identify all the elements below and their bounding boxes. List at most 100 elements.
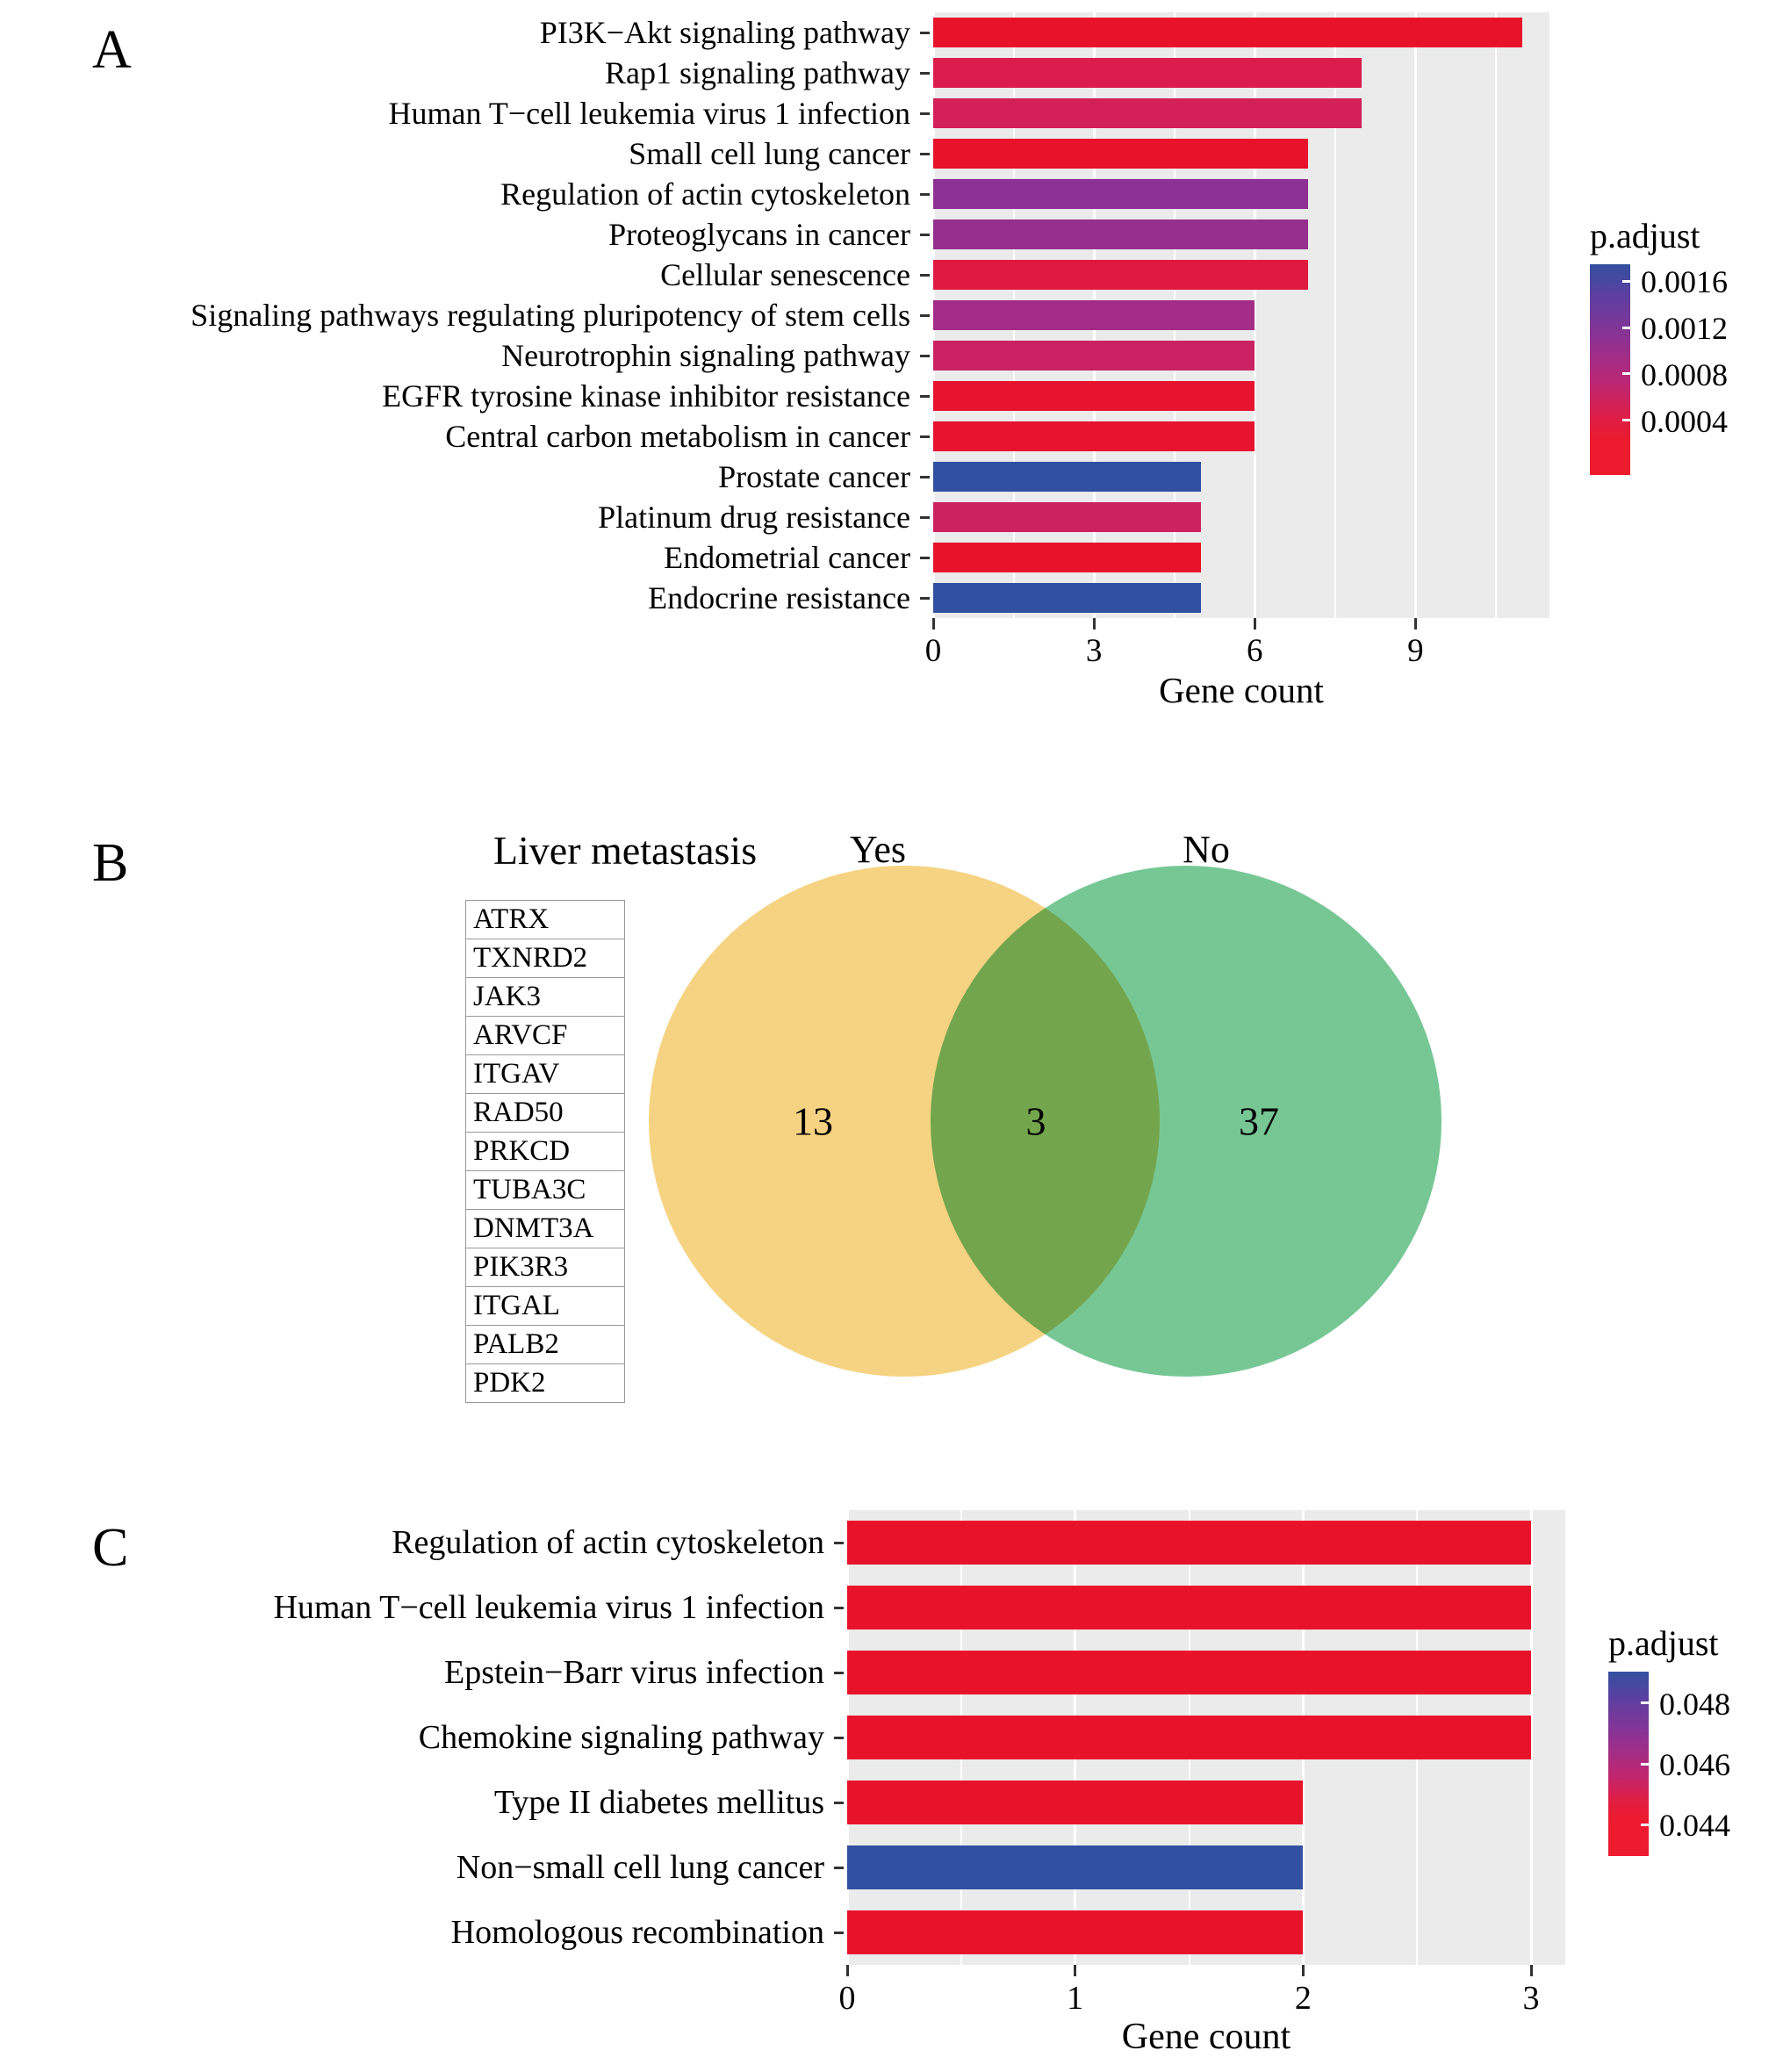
category-label: EGFR tyrosine kinase inhibitor resistanc… (382, 378, 910, 414)
category-label: Platinum drug resistance (598, 500, 910, 535)
y-axis-tick (920, 71, 930, 75)
x-tick-label: 3 (1085, 633, 1103, 669)
bar (933, 381, 1255, 411)
gene-name: RAD50 (465, 1093, 625, 1133)
kegg-barchart-a: PI3K−Akt signaling pathway Rap1 signaling… (0, 0, 1783, 764)
x-tick-label: 2 (1294, 1980, 1312, 2017)
panel-b-letter: B (92, 833, 129, 893)
bar (933, 98, 1362, 128)
y-axis-tick (834, 1801, 844, 1804)
bar (847, 1781, 1304, 1824)
legend-tick (1622, 372, 1630, 376)
venn-title: Liver metastasis (492, 828, 758, 873)
bar (933, 341, 1255, 371)
legend-tick-label: 0.0012 (1641, 311, 1728, 346)
x-axis-tick (1301, 1965, 1305, 1976)
gene-name: ITGAL (465, 1286, 625, 1326)
x-tick-label: 9 (1407, 633, 1424, 669)
panel-b: B Liver metastasis Yes No ATRX TXNRD2 JAK3… (0, 764, 1783, 1493)
y-axis-tick (920, 515, 930, 519)
panel-c: C Regulation of actin cytoskeleton Human … (0, 1493, 1783, 2072)
category-label: Cellular senescence (660, 257, 910, 292)
legend-tick-label: 0.0004 (1641, 403, 1728, 439)
y-axis-tick (834, 1671, 844, 1674)
gene-name: TUBA3C (465, 1170, 625, 1210)
legend-gradient (1590, 264, 1630, 475)
major-gridline (1529, 1510, 1533, 1965)
venn-right-set-label: No (1183, 828, 1230, 871)
category-label: PI3K−Akt signaling pathway (539, 15, 910, 50)
legend-title: p.adjust (1590, 216, 1700, 255)
y-axis-tick (834, 1606, 844, 1609)
gene-name: PIK3R3 (465, 1248, 625, 1287)
kegg-barchart-c: Regulation of actin cytoskeleton Human T−… (0, 1493, 1783, 2072)
bar (847, 1651, 1532, 1694)
x-axis-tick (845, 1965, 849, 1976)
legend-tick-label: 0.046 (1659, 1747, 1730, 1782)
y-axis-tick (920, 31, 930, 34)
y-axis-tick (920, 313, 930, 317)
y-axis-tick (920, 112, 930, 115)
gene-list-row: ARVCF (465, 1016, 625, 1055)
venn-left-set-label: Yes (849, 828, 907, 871)
category-label: Rap1 signaling pathway (605, 55, 910, 90)
gene-list-row: TUBA3C (465, 1170, 625, 1210)
x-tick-label: 1 (1067, 1980, 1084, 2017)
plot-area (931, 12, 1549, 618)
x-axis-tick (1413, 618, 1417, 630)
x-axis-tick (1529, 1965, 1533, 1976)
bar (933, 58, 1362, 88)
y-axis-tick (920, 192, 930, 196)
x-axis-tick (1074, 1965, 1077, 1976)
x-axis-title: Gene count (1159, 670, 1324, 710)
bar (933, 583, 1202, 613)
bar (847, 1521, 1532, 1565)
gene-name: ARVCF (465, 1016, 625, 1055)
legend-tick-label: 0.044 (1659, 1808, 1730, 1844)
gene-list-row: RAD50 (465, 1093, 625, 1133)
category-label: Regulation of actin cytoskeleton (392, 1524, 824, 1561)
category-label: Endometrial cancer (664, 540, 910, 575)
x-tick-label: 6 (1247, 633, 1263, 669)
bar (847, 1910, 1304, 1954)
x-tick-label: 0 (924, 633, 942, 669)
y-axis-tick (920, 435, 930, 438)
category-label: Epstein−Barr virus infection (444, 1654, 824, 1691)
category-label: Prostate cancer (718, 459, 910, 494)
panel-a: A PI3K−Akt signaling pathway Rap1 signali… (0, 0, 1783, 764)
gene-list-row: ATRX (465, 900, 625, 939)
legend-tick (1641, 1701, 1649, 1705)
venn-left-count: 13 (793, 1098, 833, 1144)
bar (933, 300, 1255, 330)
category-label: Chemokine signaling pathway (418, 1719, 824, 1756)
gene-name: PRKCD (465, 1132, 625, 1171)
legend-tick (1641, 1762, 1649, 1766)
minor-gridline (1334, 12, 1336, 618)
gene-name: PALB2 (465, 1325, 625, 1364)
y-axis-tick (920, 394, 930, 398)
legend-tick-label: 0.0008 (1641, 356, 1728, 392)
minor-gridline (1494, 12, 1497, 618)
y-axis-tick (920, 556, 930, 559)
x-axis-tick (1253, 618, 1256, 630)
gene-name: ITGAV (465, 1054, 625, 1094)
category-label: Endocrine resistance (648, 580, 910, 615)
legend-tick (1622, 419, 1630, 422)
gene-name: ATRX (465, 900, 625, 939)
gene-list-row: JAK3 (465, 977, 625, 1017)
y-axis-tick (920, 152, 930, 155)
bar (847, 1716, 1532, 1759)
gene-list-body: ATRX TXNRD2 JAK3 ARVCF ITGAV RAD50 PRKCD TUBA3C… (465, 900, 625, 1403)
category-label: Central carbon metabolism in cancer (445, 419, 910, 454)
major-gridline (1253, 12, 1256, 618)
category-label: Type II diabetes mellitus (493, 1784, 824, 1821)
category-label: Non−small cell lung cancer (456, 1849, 824, 1886)
category-label: Human T−cell leukemia virus 1 infection (273, 1589, 824, 1626)
y-axis-tick (834, 1736, 844, 1739)
bar (933, 179, 1309, 209)
legend-tick (1622, 326, 1630, 329)
category-label: Neurotrophin signaling pathway (501, 338, 910, 373)
bar (933, 219, 1309, 249)
gene-list-row: TXNRD2 (465, 939, 625, 978)
bar (933, 462, 1202, 492)
